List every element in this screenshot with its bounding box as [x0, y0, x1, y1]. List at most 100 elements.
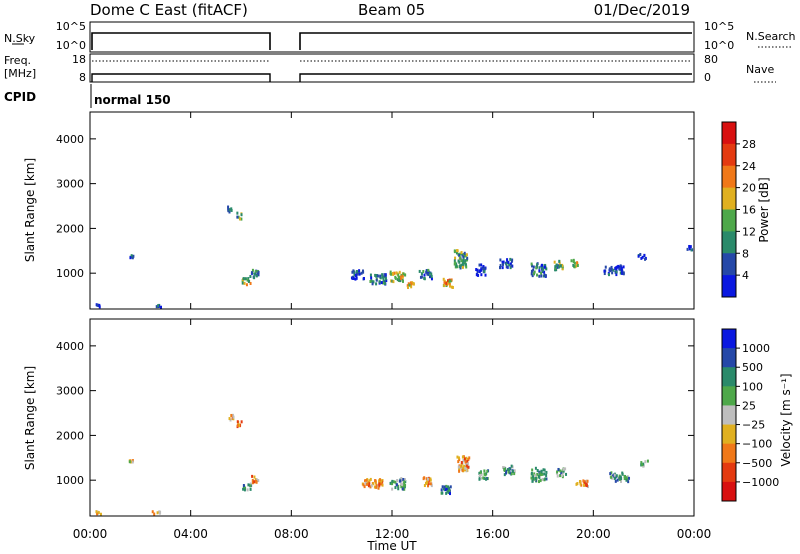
velocity-cell [545, 470, 548, 474]
power-cell [541, 265, 544, 269]
power-cell [620, 266, 623, 270]
power-cell [462, 258, 465, 262]
velocity-cell [542, 468, 545, 472]
power-cell [362, 270, 365, 274]
power-cell [483, 269, 486, 273]
power-cell [461, 253, 464, 257]
power-cell [622, 265, 625, 269]
velocity-colorbar-tick-label: −1000 [742, 476, 779, 489]
velocity-cell [377, 486, 380, 490]
velocity-cell [364, 479, 367, 483]
velocity-yticks: 1000 2000 3000 4000 [56, 340, 694, 487]
power-cell [621, 271, 624, 275]
power-cell [482, 264, 485, 268]
power-cell [506, 265, 509, 269]
power-cell [532, 268, 535, 272]
power-cell [570, 259, 573, 263]
power-cell [380, 281, 383, 285]
power-colorbar-tick-label: 28 [742, 138, 756, 151]
power-cell [401, 279, 404, 283]
velocity-cell [369, 477, 372, 481]
power-cell [130, 254, 133, 258]
power-cell [446, 279, 449, 283]
power-cell [620, 268, 623, 272]
freq-tick-bottom: 8 [79, 71, 86, 84]
velocity-clusters [95, 413, 649, 516]
velocity-cell [463, 464, 466, 468]
velocity-cell [448, 486, 451, 490]
velocity-cell [253, 475, 256, 479]
power-cell [230, 207, 233, 211]
power-cell [461, 265, 464, 269]
power-cell [533, 270, 536, 274]
velocity-cell [578, 479, 581, 483]
velocity-cell [96, 512, 99, 516]
power-cell [464, 261, 467, 265]
velocity-cluster [389, 477, 407, 491]
velocity-cell [541, 472, 544, 476]
velocity-colorbar-tick-label: 500 [742, 361, 763, 374]
velocity-cell [444, 488, 447, 492]
power-cell [247, 277, 250, 281]
velocity-cell [391, 487, 394, 491]
velocity-cell [242, 483, 245, 487]
power-cell [614, 266, 617, 270]
velocity-cell [440, 488, 443, 492]
power-cell [480, 267, 483, 271]
power-cell [249, 281, 252, 285]
power-cell [536, 273, 539, 277]
power-cell [408, 283, 411, 287]
power-cell [615, 267, 618, 271]
power-cell [460, 263, 463, 267]
power-cell [502, 260, 505, 264]
power-cell [530, 262, 533, 266]
power-cell [536, 263, 539, 267]
power-ytick-label: 4000 [56, 133, 84, 146]
velocity-ylabel: Slant Range [km] [23, 366, 37, 470]
power-cell [457, 259, 460, 263]
velocity-ytick-label: 2000 [56, 429, 84, 442]
velocity-cell [238, 424, 241, 428]
power-cell [394, 275, 397, 279]
velocity-cell [534, 473, 537, 477]
time-tick-label: 00:00 [73, 527, 108, 541]
power-cell [430, 277, 433, 281]
velocity-cell [623, 477, 626, 481]
time-tick-label: 00:00 [677, 527, 712, 541]
power-cell [540, 274, 543, 278]
power-cell [558, 259, 561, 263]
power-colorbar-segment [722, 231, 736, 254]
power-cell [554, 268, 557, 272]
velocity-cell [426, 477, 429, 481]
velocity-cell [403, 482, 406, 486]
power-cell [460, 251, 463, 255]
velocity-cluster [555, 467, 568, 479]
velocity-cell [559, 469, 562, 473]
power-cell [573, 261, 576, 265]
power-cluster [442, 277, 454, 289]
power-cell [499, 258, 502, 262]
velocity-cell [556, 474, 559, 478]
velocity-cell [585, 484, 588, 488]
power-colorbar-tick-label: 4 [742, 269, 749, 282]
power-cell [390, 272, 393, 276]
power-cell [541, 263, 544, 267]
velocity-cell [380, 482, 383, 486]
velocity-cell [457, 465, 460, 469]
velocity-cell [404, 483, 407, 487]
velocity-cell [644, 460, 647, 464]
velocity-cell [642, 464, 645, 468]
power-cluster [389, 270, 407, 284]
power-cell [243, 281, 246, 285]
velocity-cell [534, 477, 537, 481]
power-yticks: 1000 2000 3000 4000 [56, 133, 694, 280]
velocity-cell [228, 417, 231, 421]
velocity-cell [483, 469, 486, 473]
velocity-cell [584, 481, 587, 485]
power-cell [401, 274, 404, 278]
power-cell [392, 280, 395, 284]
power-cell [480, 263, 483, 267]
power-cell [384, 282, 387, 286]
velocity-cell [427, 484, 430, 488]
power-cell [356, 272, 359, 276]
